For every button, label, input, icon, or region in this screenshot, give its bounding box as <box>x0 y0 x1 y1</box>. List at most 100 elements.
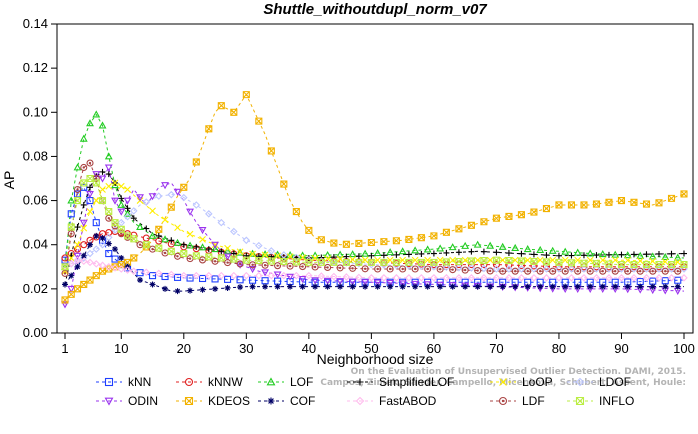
data-point-lof <box>423 245 432 253</box>
y-tick-label: 0.08 <box>23 148 48 163</box>
data-point-fastabod <box>530 274 538 282</box>
data-point-simplifiedlof <box>493 249 500 256</box>
data-point-ldf <box>499 267 507 275</box>
data-point-kdeos <box>180 183 188 191</box>
x-tick-label: 70 <box>489 341 503 356</box>
legend-item-simplifiedlof: SimplifiedLOF <box>347 375 454 389</box>
data-point-kdeos <box>92 272 100 280</box>
data-point-fastabod <box>542 274 551 282</box>
data-point-simplifiedlof <box>193 243 200 250</box>
data-point-kdeos <box>80 280 88 288</box>
data-point-lof <box>67 196 76 204</box>
data-point-simplifiedlof <box>87 184 94 191</box>
y-axis-label: AP <box>1 171 17 190</box>
data-point-lof <box>117 200 126 208</box>
data-point-lof <box>348 250 357 258</box>
data-point-simplifiedlof <box>205 246 212 253</box>
legend-item-loop: LoOP <box>490 375 553 389</box>
data-point-loop <box>361 256 369 264</box>
y-tick-label: 0.14 <box>23 16 48 31</box>
legend-marker-fastabod <box>355 396 365 406</box>
data-point-inflo <box>605 260 613 268</box>
data-point-knnw <box>517 261 525 270</box>
data-point-loop <box>649 257 657 265</box>
data-point-knn <box>186 274 194 282</box>
y-tick-label: 0.12 <box>23 60 48 75</box>
data-point-ldof <box>111 226 119 234</box>
data-point-odin <box>223 253 232 261</box>
legend-label-inflo: INFLO <box>599 394 634 408</box>
data-point-odin <box>373 279 382 287</box>
data-point-knn <box>236 276 244 284</box>
data-point-ldof <box>505 265 513 273</box>
data-point-kdeos <box>617 197 626 205</box>
data-point-ldof <box>217 218 226 227</box>
series-line-ldf <box>64 162 684 274</box>
data-point-kdeos <box>117 261 125 269</box>
data-point-inflo <box>267 257 275 265</box>
data-point-simplifiedlof <box>593 252 600 259</box>
data-point-simplifiedlof <box>505 250 512 257</box>
data-point-ldf <box>461 266 469 274</box>
data-point-ldof <box>123 212 132 221</box>
legend-item-inflo: INFLO <box>567 394 634 408</box>
data-point-kdeos <box>430 232 438 240</box>
data-point-ldof <box>104 233 113 242</box>
data-point-ldf <box>249 261 257 269</box>
data-point-loop <box>311 254 319 262</box>
data-point-ldof <box>542 265 551 273</box>
legend-item-kdeos: KDEOS <box>176 394 250 408</box>
data-point-ldf <box>136 241 144 249</box>
data-point-loop <box>336 255 344 263</box>
legend-item-ldof: LDOF <box>567 375 631 389</box>
data-point-ldof <box>92 245 101 253</box>
data-point-kdeos <box>417 234 425 242</box>
data-point-simplifiedlof <box>455 249 462 256</box>
x-tick-label: 90 <box>614 341 628 356</box>
legend-label-cof: COF <box>290 394 315 408</box>
data-point-odin <box>236 261 245 269</box>
data-point-ldof <box>555 265 563 273</box>
data-point-lof <box>561 247 570 255</box>
data-point-cof <box>399 283 406 290</box>
data-point-ldf <box>661 267 669 275</box>
data-point-simplifiedlof <box>180 241 187 248</box>
data-point-lof <box>498 242 507 250</box>
data-point-ldof <box>242 236 251 245</box>
data-point-cof <box>374 283 381 290</box>
data-point-odin <box>286 273 295 281</box>
data-point-fastabod <box>267 271 276 280</box>
data-point-inflo <box>98 197 107 205</box>
data-point-ldf <box>374 265 382 273</box>
data-point-cof <box>174 288 181 295</box>
x-tick-label: 60 <box>427 341 441 356</box>
data-point-fastabod <box>455 274 463 282</box>
data-point-fastabod <box>505 274 513 282</box>
data-point-cof <box>105 240 112 247</box>
legend-label-loop: LoOP <box>522 375 553 389</box>
data-point-simplifiedlof <box>618 251 625 258</box>
legend-marker-loop <box>499 378 507 386</box>
watermark-line-2: On the Evaluation of Unsupervised Outlie… <box>351 367 686 377</box>
data-point-loop <box>486 256 494 264</box>
data-point-simplifiedlof <box>305 254 312 261</box>
data-point-kdeos <box>167 203 175 211</box>
data-point-lof <box>623 251 632 259</box>
data-point-simplifiedlof <box>105 171 112 178</box>
data-point-lof <box>79 134 88 142</box>
data-point-simplifiedlof <box>630 251 637 258</box>
data-point-inflo <box>355 258 363 266</box>
data-point-loop <box>249 250 256 258</box>
data-point-kdeos <box>67 290 75 298</box>
data-point-odin <box>136 194 144 202</box>
legend-label-fastabod: FastABOD <box>379 394 437 408</box>
data-point-lof <box>73 163 82 171</box>
data-point-simplifiedlof <box>118 195 125 202</box>
legend: kNN kNNW LOF SimplifiedLOF LoOP LDOF ODIN KDEOS… <box>96 375 634 408</box>
data-point-fastabod <box>392 274 401 282</box>
data-point-fastabod <box>292 271 301 280</box>
data-point-loop <box>449 256 457 264</box>
data-point-odin <box>86 191 94 199</box>
data-point-cof <box>549 283 556 290</box>
data-point-knnw <box>505 261 513 269</box>
